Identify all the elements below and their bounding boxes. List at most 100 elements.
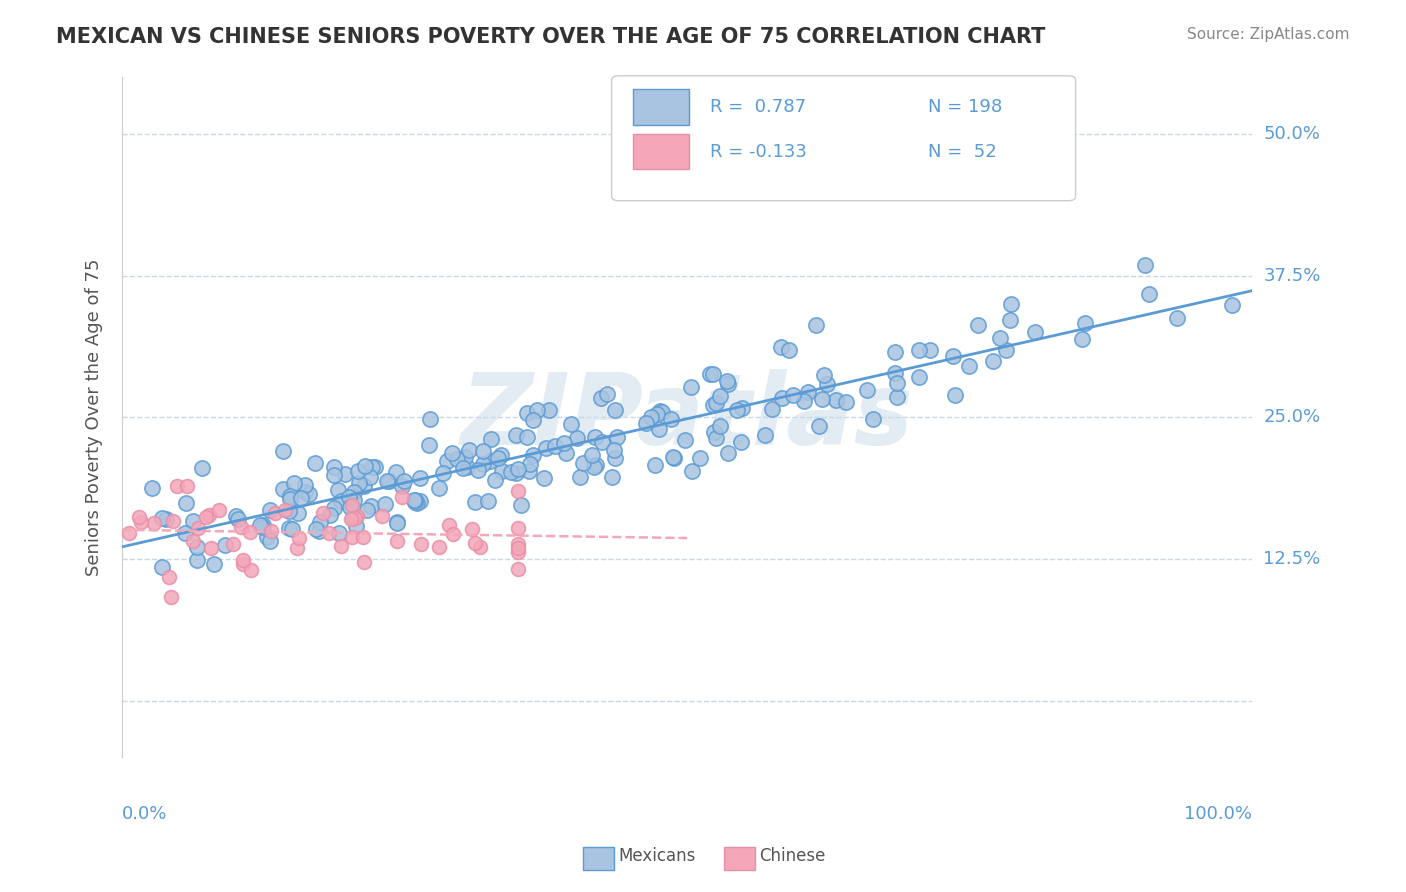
Point — [648, 404, 671, 418]
Point — [391, 490, 413, 504]
Point — [359, 470, 381, 484]
Point — [391, 479, 413, 493]
Point — [489, 448, 512, 462]
Point — [967, 318, 990, 332]
Point — [754, 428, 776, 442]
Point — [437, 518, 460, 533]
Point — [651, 405, 673, 419]
Point — [176, 479, 198, 493]
Point — [458, 443, 481, 458]
Point — [344, 519, 367, 533]
Point — [886, 390, 908, 404]
Point — [533, 470, 555, 484]
Point — [294, 478, 316, 492]
Point — [883, 366, 905, 380]
Point — [200, 541, 222, 555]
Point — [484, 474, 506, 488]
Point — [347, 476, 370, 491]
Point — [249, 518, 271, 533]
Point — [644, 458, 666, 473]
Point — [716, 374, 738, 388]
Point — [281, 522, 304, 536]
Point — [278, 504, 301, 518]
Point — [408, 493, 430, 508]
Point — [385, 534, 408, 549]
Point — [499, 466, 522, 480]
Point — [150, 511, 173, 525]
Point — [304, 456, 326, 470]
Point — [225, 508, 247, 523]
Point — [796, 384, 818, 399]
Point — [418, 438, 440, 452]
Text: 0.0%: 0.0% — [122, 805, 167, 823]
Point — [181, 533, 204, 548]
Point — [603, 451, 626, 466]
Point — [981, 354, 1004, 368]
Point — [522, 449, 544, 463]
Point — [813, 368, 835, 382]
Point — [778, 343, 800, 358]
Point — [343, 492, 366, 507]
Point — [681, 380, 703, 394]
Point — [232, 557, 254, 571]
Point — [470, 540, 492, 554]
Point — [405, 496, 427, 510]
Point — [404, 492, 426, 507]
Point — [522, 412, 544, 426]
Point — [226, 512, 249, 526]
Point — [343, 511, 366, 525]
Point — [907, 369, 929, 384]
Point — [506, 561, 529, 575]
Point — [526, 402, 548, 417]
Point — [1024, 325, 1046, 339]
Point — [699, 368, 721, 382]
Point — [402, 493, 425, 508]
Point — [287, 506, 309, 520]
Point — [583, 459, 606, 474]
Point — [347, 464, 370, 478]
Point — [464, 536, 486, 550]
Point — [591, 434, 613, 449]
Point — [510, 498, 533, 512]
Point — [994, 343, 1017, 357]
Point — [150, 560, 173, 574]
Point — [673, 433, 696, 447]
Point — [318, 526, 340, 541]
Point — [333, 467, 356, 482]
Point — [451, 460, 474, 475]
Point — [141, 482, 163, 496]
Point — [1135, 258, 1157, 272]
Point — [360, 499, 382, 513]
Point — [294, 485, 316, 500]
Point — [285, 541, 308, 555]
Point — [371, 509, 394, 524]
Point — [516, 406, 538, 420]
Point — [581, 448, 603, 462]
Point — [811, 392, 834, 406]
Point — [353, 458, 375, 473]
Point — [231, 520, 253, 534]
Point — [506, 537, 529, 551]
Point — [278, 491, 301, 506]
Point — [662, 450, 685, 464]
Point — [128, 510, 150, 524]
Point — [222, 537, 245, 551]
Point — [560, 417, 582, 431]
Point — [761, 401, 783, 416]
Point — [252, 517, 274, 532]
Point — [804, 318, 827, 333]
Point — [1074, 316, 1097, 330]
Point — [256, 531, 278, 545]
Point — [352, 530, 374, 544]
Point — [323, 459, 346, 474]
Point — [432, 466, 454, 480]
Point — [259, 533, 281, 548]
Text: Source: ZipAtlas.com: Source: ZipAtlas.com — [1187, 27, 1350, 42]
Point — [943, 388, 966, 402]
Point — [232, 553, 254, 567]
Point — [1220, 298, 1243, 312]
Point — [793, 394, 815, 409]
Point — [343, 484, 366, 499]
Point — [329, 539, 352, 553]
Point — [920, 343, 942, 358]
